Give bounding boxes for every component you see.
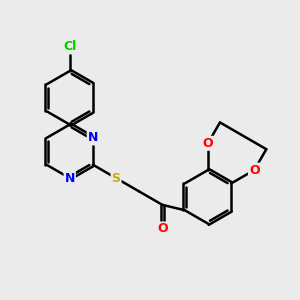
Text: N: N xyxy=(64,172,75,184)
Text: O: O xyxy=(157,223,168,236)
Text: O: O xyxy=(202,137,213,150)
Text: O: O xyxy=(249,164,260,177)
Text: N: N xyxy=(88,131,98,145)
Text: S: S xyxy=(112,172,121,184)
Text: Cl: Cl xyxy=(63,40,76,53)
